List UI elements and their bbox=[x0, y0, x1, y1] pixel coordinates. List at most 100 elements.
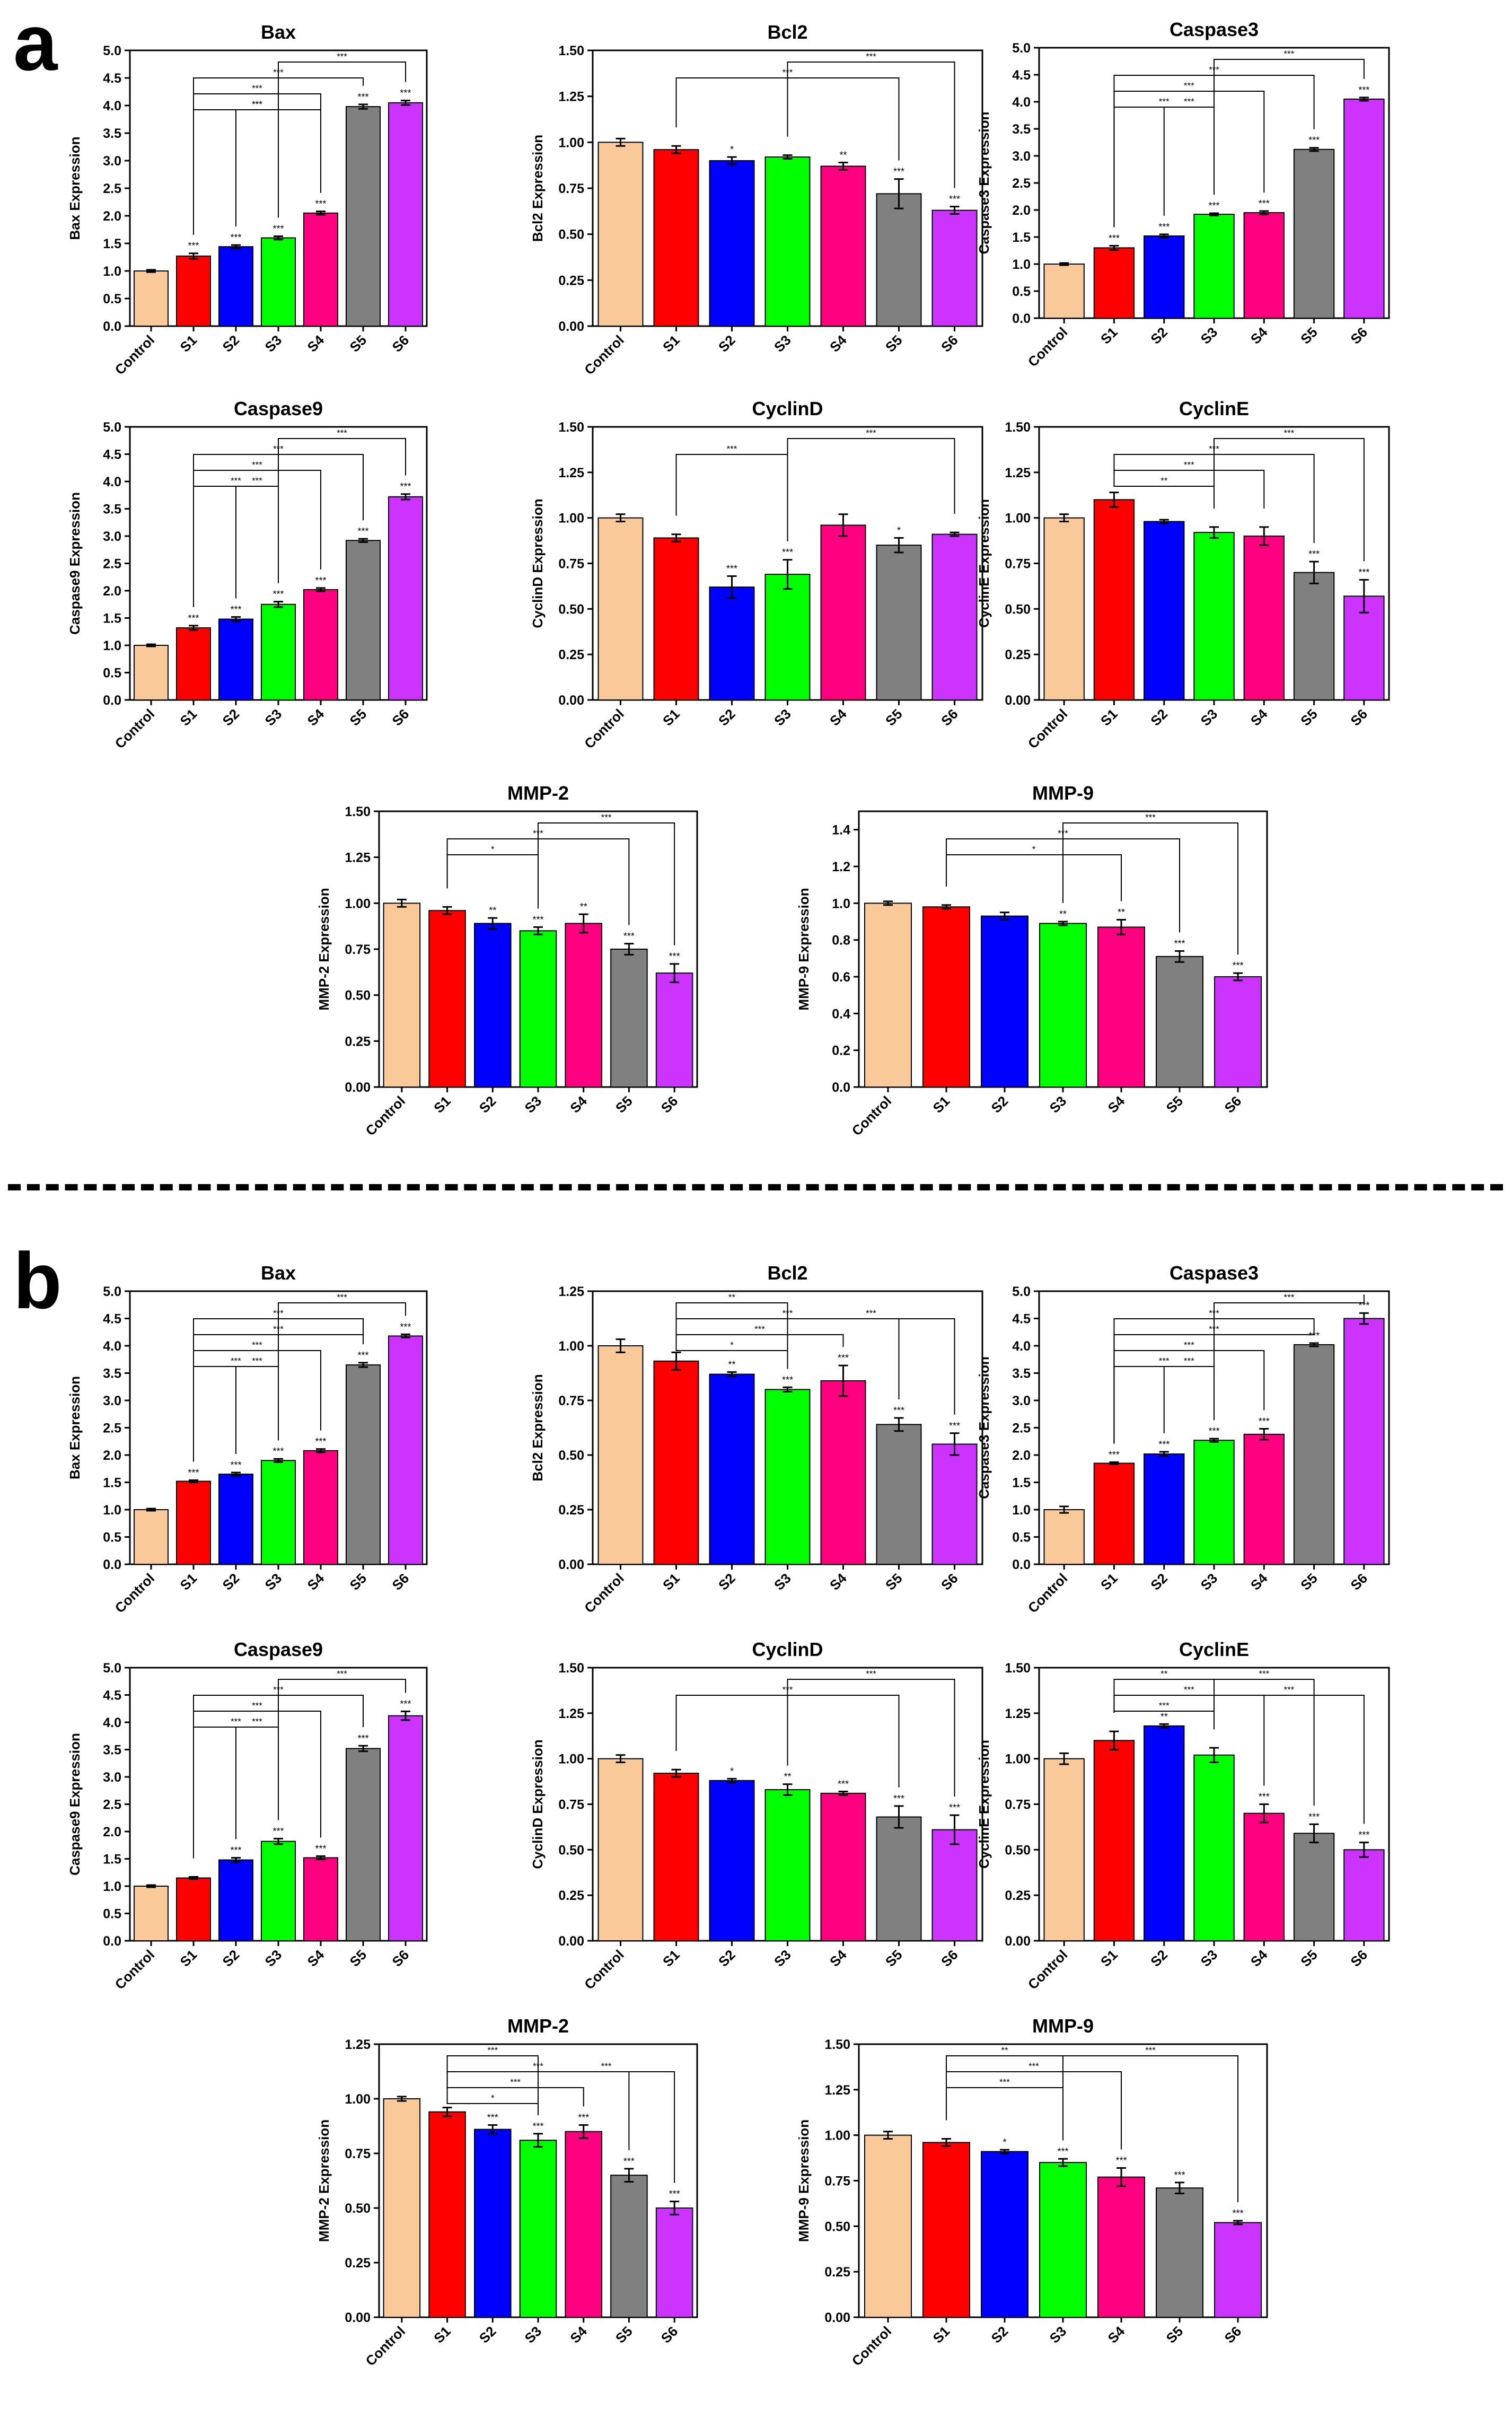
comparison-bracket bbox=[1214, 1294, 1365, 1421]
x-tick-label: S3 bbox=[1198, 1947, 1221, 1970]
comparison-bracket bbox=[538, 822, 675, 945]
y-tick-label: 5.0 bbox=[1012, 41, 1031, 56]
x-tick-label: S5 bbox=[1297, 1570, 1321, 1593]
bar bbox=[931, 533, 978, 700]
comparison-bracket bbox=[946, 2087, 1063, 2141]
x-tick-label: S4 bbox=[304, 1570, 328, 1593]
chart-b-bcl2: Bcl2 Bcl2 Expression 0.00 0.25 0.50 0.75 1.00 1… bbox=[530, 1262, 983, 1616]
y-tick-label: 4.0 bbox=[103, 475, 121, 489]
bar bbox=[176, 1480, 211, 1565]
x-tick-label: S2 bbox=[219, 706, 243, 729]
x-tick-label: S5 bbox=[347, 1947, 370, 1970]
significance-label: *** bbox=[188, 241, 199, 251]
x-tick-label: S6 bbox=[938, 706, 961, 729]
y-tick-label: 3.5 bbox=[103, 1366, 121, 1381]
bar bbox=[1043, 1758, 1085, 1942]
bracket-label: * bbox=[491, 2093, 495, 2103]
x-tick-label: S1 bbox=[177, 332, 200, 355]
x-tick-label: S6 bbox=[658, 2323, 681, 2346]
y-tick-label: 0.5 bbox=[1012, 284, 1031, 299]
bracket-label: *** bbox=[866, 1669, 876, 1679]
bracket-label: *** bbox=[1184, 1356, 1194, 1366]
y-tick-label: 3.5 bbox=[103, 502, 121, 517]
x-tick-label: S2 bbox=[715, 1947, 739, 1970]
bracket-label: *** bbox=[1184, 1685, 1194, 1695]
y-tick-label: 4.0 bbox=[103, 1715, 121, 1730]
bracket-label: *** bbox=[1184, 460, 1194, 470]
significance-label: *** bbox=[230, 1460, 241, 1470]
bar bbox=[709, 1373, 755, 1565]
x-tick-label: S2 bbox=[1147, 324, 1171, 347]
y-tick-label: 1.00 bbox=[558, 1339, 584, 1354]
x-tick-label: S1 bbox=[930, 1093, 953, 1116]
x-tick-label: S4 bbox=[304, 332, 328, 355]
bar bbox=[1343, 98, 1385, 319]
bar bbox=[764, 1789, 811, 1942]
bar bbox=[653, 537, 699, 701]
bar bbox=[474, 2128, 512, 2318]
bracket-label: *** bbox=[1028, 2061, 1039, 2071]
y-tick-label: 4.5 bbox=[1012, 68, 1031, 83]
y-tick-label: 3.0 bbox=[103, 154, 121, 169]
significance-label: * bbox=[730, 1766, 734, 1776]
x-tick-label: S1 bbox=[177, 706, 200, 729]
bar bbox=[346, 1364, 381, 1565]
bar bbox=[820, 165, 866, 327]
y-tick-label: 1.25 bbox=[558, 466, 584, 480]
chart-b-cyclind: CyclinD CyclinD Expression 0.00 0.25 0.50 0.7… bbox=[530, 1639, 983, 1993]
bar bbox=[1293, 572, 1335, 700]
y-tick-label: 0.75 bbox=[1005, 1798, 1031, 1812]
x-tick-label: Control bbox=[1025, 324, 1071, 370]
chart-a-cycline: CyclinE CyclinE Expression 0.00 0.25 0.50 0.7… bbox=[976, 398, 1390, 752]
comparison-bracket bbox=[946, 2071, 1122, 2150]
x-tick-label: S6 bbox=[658, 1093, 681, 1116]
y-axis-label: Bax Expression bbox=[67, 1376, 83, 1479]
bar bbox=[1243, 1812, 1285, 1942]
y-tick-label: 1.00 bbox=[558, 1752, 584, 1767]
bracket-label: *** bbox=[727, 444, 737, 454]
x-tick-label: S3 bbox=[771, 706, 794, 729]
bar bbox=[597, 1758, 644, 1942]
x-tick-label: Control bbox=[112, 1570, 158, 1616]
y-tick-label: 0.2 bbox=[832, 1044, 850, 1058]
x-tick-label: S5 bbox=[882, 332, 906, 355]
y-tick-label: 2.0 bbox=[103, 1448, 121, 1463]
significance-label: *** bbox=[272, 1826, 284, 1836]
bar bbox=[764, 574, 811, 700]
bar bbox=[655, 2207, 693, 2318]
x-tick-label: S1 bbox=[177, 1947, 200, 1970]
y-tick-label: 0.75 bbox=[558, 1798, 584, 1812]
y-tick-label: 0.0 bbox=[103, 693, 121, 708]
comparison-bracket bbox=[193, 1350, 321, 1462]
y-tick-label: 2.0 bbox=[103, 209, 121, 224]
y-tick-label: 2.0 bbox=[1012, 1448, 1031, 1463]
x-tick-label: S4 bbox=[1247, 1947, 1271, 1970]
y-axis-label: MMP-9 Expression bbox=[796, 888, 812, 1010]
y-tick-label: 3.5 bbox=[1012, 122, 1031, 137]
bar bbox=[388, 1335, 423, 1565]
significance-label: ** bbox=[1161, 1711, 1168, 1722]
x-tick-label: S2 bbox=[715, 1570, 739, 1593]
y-tick-label: 0.0 bbox=[103, 1557, 121, 1572]
x-tick-label: S4 bbox=[567, 2323, 590, 2346]
significance-label: *** bbox=[1158, 222, 1170, 232]
x-tick-label: S2 bbox=[715, 332, 739, 355]
y-tick-label: 0.25 bbox=[1005, 1888, 1031, 1903]
y-tick-label: 5.0 bbox=[103, 43, 121, 58]
y-tick-label: 0.25 bbox=[345, 1034, 371, 1049]
bracket-label: *** bbox=[231, 1716, 241, 1727]
bracket-label: *** bbox=[337, 1292, 347, 1302]
chart-title: MMP-9 bbox=[1032, 782, 1094, 804]
comparison-bracket bbox=[446, 2055, 539, 2115]
y-tick-label: 0.0 bbox=[1012, 311, 1031, 326]
y-axis-label: CyclinE Expression bbox=[976, 499, 992, 628]
bracket-label: *** bbox=[1184, 97, 1194, 107]
bracket-label: *** bbox=[252, 460, 262, 470]
bracket-label: *** bbox=[337, 428, 347, 438]
chart-title: MMP-2 bbox=[507, 782, 569, 804]
y-tick-label: 1.0 bbox=[103, 1879, 121, 1894]
x-tick-label: S3 bbox=[771, 1947, 794, 1970]
bar bbox=[1093, 1740, 1135, 1941]
x-tick-label: S1 bbox=[1097, 706, 1121, 729]
bar bbox=[218, 618, 253, 701]
